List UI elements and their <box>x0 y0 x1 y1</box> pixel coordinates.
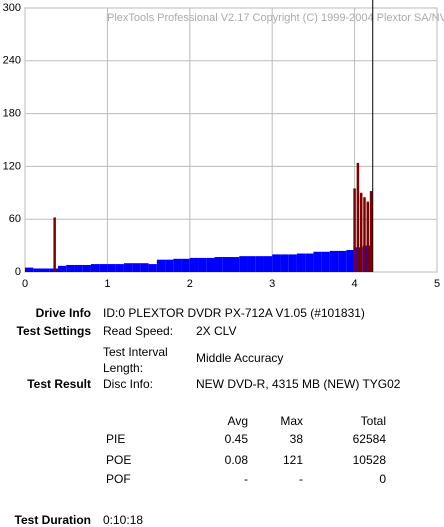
bar <box>132 263 141 272</box>
disc-info-value: NEW DVD-R, 4315 MB (NEW) TYG02 <box>196 377 401 391</box>
disc-info-label: Disc Info: <box>103 377 154 391</box>
bar <box>99 264 108 272</box>
bar <box>107 264 116 272</box>
x-tick-label: 2 <box>187 278 193 290</box>
plot-area <box>24 7 438 273</box>
row-label: POF <box>106 472 131 486</box>
bar <box>66 264 75 272</box>
setting-value: Middle Accuracy <box>196 351 284 365</box>
table-cell: 0.45 <box>224 432 248 446</box>
drive-info-label: Drive Info <box>35 306 91 320</box>
table-header: Max <box>280 414 303 428</box>
table-cell: 0.08 <box>224 453 248 467</box>
y-tick-label: 0 <box>15 266 21 278</box>
bar <box>115 264 124 272</box>
bar <box>173 258 182 272</box>
setting-key: Read Speed: <box>103 324 174 338</box>
bar <box>329 250 339 272</box>
bar <box>198 257 207 272</box>
table-cell: 121 <box>282 453 303 467</box>
y-tick-label: 60 <box>9 213 21 225</box>
bar <box>90 264 100 272</box>
table-cell: 0 <box>379 472 386 486</box>
bar <box>369 191 373 272</box>
setting-value: 2X CLV <box>196 324 237 338</box>
bar <box>123 263 133 272</box>
table-header: Total <box>360 414 386 428</box>
bar <box>321 251 330 272</box>
bar <box>247 256 256 272</box>
bar <box>231 257 240 272</box>
bar <box>359 192 363 272</box>
bar <box>263 256 273 272</box>
bar <box>305 253 314 272</box>
table-cell: 62584 <box>352 432 386 446</box>
test-duration-value: 0:10:18 <box>103 513 144 527</box>
bar <box>74 264 83 272</box>
bar <box>53 217 56 272</box>
x-tick-label: 0 <box>22 278 28 290</box>
bar <box>206 257 215 272</box>
bar <box>181 258 190 272</box>
y-tick-label: 180 <box>3 108 21 120</box>
bar <box>140 263 149 272</box>
table-cell: 10528 <box>352 453 386 467</box>
bar <box>363 197 366 272</box>
y-tick-label: 300 <box>3 2 21 14</box>
table-cell: - <box>299 472 303 486</box>
bar <box>346 250 355 272</box>
table-cell: - <box>244 472 248 486</box>
x-tick-label: 1 <box>104 278 110 290</box>
bar <box>366 201 370 272</box>
row-label: PIE <box>106 432 126 446</box>
bar <box>239 256 248 272</box>
table-cell: 38 <box>289 432 303 446</box>
y-tick-label: 240 <box>3 55 21 67</box>
bar <box>255 256 264 272</box>
test-settings-label: Test Settings <box>16 324 91 338</box>
table-header: Avg <box>227 414 248 428</box>
bar <box>288 254 297 272</box>
bar <box>356 162 360 272</box>
bar <box>222 257 231 272</box>
bar <box>272 254 281 272</box>
bar <box>165 259 174 272</box>
drive-info-value: ID:0 PLEXTOR DVDR PX-712A V1.05 (#101831… <box>103 306 365 320</box>
test-result-label: Test Result <box>27 377 91 391</box>
bar <box>148 264 157 272</box>
bar <box>280 254 289 272</box>
bar <box>296 253 306 272</box>
bar <box>156 259 166 272</box>
chart: PlexTools Professional V2.17 Copyright (… <box>3 0 444 290</box>
bar <box>41 268 50 272</box>
y-tick-label: 120 <box>3 160 21 172</box>
x-tick-label: 5 <box>434 278 440 290</box>
bar <box>189 257 199 272</box>
test-duration-label: Test Duration <box>14 513 91 527</box>
bar <box>57 265 67 272</box>
bar <box>338 250 347 272</box>
setting-key: Test Interval Length: <box>103 345 168 375</box>
bar <box>214 257 223 272</box>
bar <box>313 251 322 272</box>
bar <box>353 188 356 272</box>
watermark: PlexTools Professional V2.17 Copyright (… <box>107 12 444 24</box>
x-tick-label: 3 <box>269 278 275 290</box>
row-label: POE <box>106 453 132 467</box>
x-tick-label: 4 <box>352 278 358 290</box>
bar <box>82 264 91 272</box>
bar <box>25 267 34 272</box>
bar <box>33 268 42 272</box>
